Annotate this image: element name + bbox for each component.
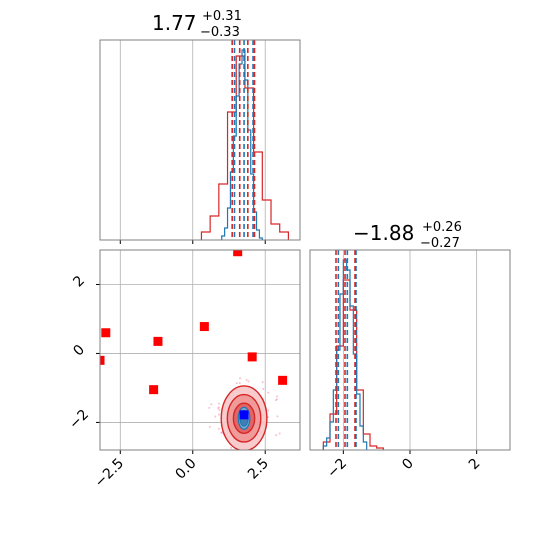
xtick-label-br-0: −2: [324, 456, 350, 482]
sample-point: [275, 434, 278, 437]
red-square-5: [233, 250, 243, 257]
hist-blue-1: [221, 49, 263, 240]
title-2-minus: −0.27: [420, 236, 460, 251]
panel-bottom-left: [96, 249, 301, 454]
title-1-minus: −0.33: [200, 25, 240, 40]
red-square-6: [247, 352, 257, 362]
sample-point: [218, 408, 221, 411]
hist-red-1: [200, 55, 290, 240]
red-square-1: [100, 355, 105, 365]
sample-point: [214, 415, 217, 418]
title-2-plus: +0.26: [422, 220, 462, 235]
blue-square: [239, 410, 249, 420]
sample-point: [275, 398, 278, 401]
title-2-value: −1.88: [353, 221, 414, 245]
panel-bottom-left-frame: [99, 249, 301, 451]
sample-point: [208, 406, 211, 409]
xtick-label-br-2: 2: [466, 456, 484, 474]
xtick-label-br-1: 0: [399, 456, 417, 474]
sample-point: [267, 416, 270, 419]
ytick-label-bl-2: −2: [66, 407, 92, 433]
sample-point: [262, 387, 265, 390]
sample-point: [275, 395, 278, 398]
xtick-label-bl-1: 0.0: [173, 456, 200, 483]
sample-point: [217, 413, 220, 416]
panel-top-left: [99, 39, 301, 244]
red-square-2: [153, 336, 163, 346]
scatter-area: [100, 250, 300, 450]
sample-point: [247, 380, 250, 383]
red-square-7: [278, 375, 288, 385]
panel-bottom-right: [309, 249, 511, 454]
panel-top-left-frame: [99, 39, 301, 241]
sample-point: [267, 391, 270, 394]
title-param-2: −1.88 +0.26 −0.27: [353, 220, 462, 251]
sample-point: [218, 402, 221, 405]
sample-point: [245, 378, 248, 381]
sample-point: [220, 432, 223, 435]
sample-point: [230, 446, 233, 449]
xtick-label-bl-2: 2.5: [245, 456, 272, 483]
sample-point: [261, 381, 264, 384]
red-square-3: [149, 385, 159, 395]
ytick-label-bl-1: 0: [70, 342, 88, 360]
sample-point: [238, 381, 241, 384]
sample-point: [217, 427, 220, 430]
title-1-value: 1.77: [152, 11, 197, 35]
title-1-plus: +0.31: [202, 9, 242, 24]
tick-labels: −2.5 0.0 2.5 2 0 −2 −2 0 2: [66, 273, 483, 491]
sample-point: [217, 406, 220, 409]
sample-point: [267, 409, 270, 412]
xtick-label-bl-0: −2.5: [92, 456, 127, 491]
panel-bottom-right-frame: [309, 249, 511, 451]
sample-point: [239, 377, 242, 380]
sample-point: [235, 382, 238, 385]
sample-point: [276, 415, 279, 418]
sample-point: [210, 403, 213, 406]
sample-point: [208, 425, 211, 428]
sample-point: [278, 432, 281, 435]
ytick-label-bl-0: 2: [70, 273, 88, 291]
red-square-4: [199, 322, 209, 332]
title-param-1: 1.77 +0.31 −0.33: [152, 9, 242, 40]
red-square-0: [101, 328, 111, 338]
